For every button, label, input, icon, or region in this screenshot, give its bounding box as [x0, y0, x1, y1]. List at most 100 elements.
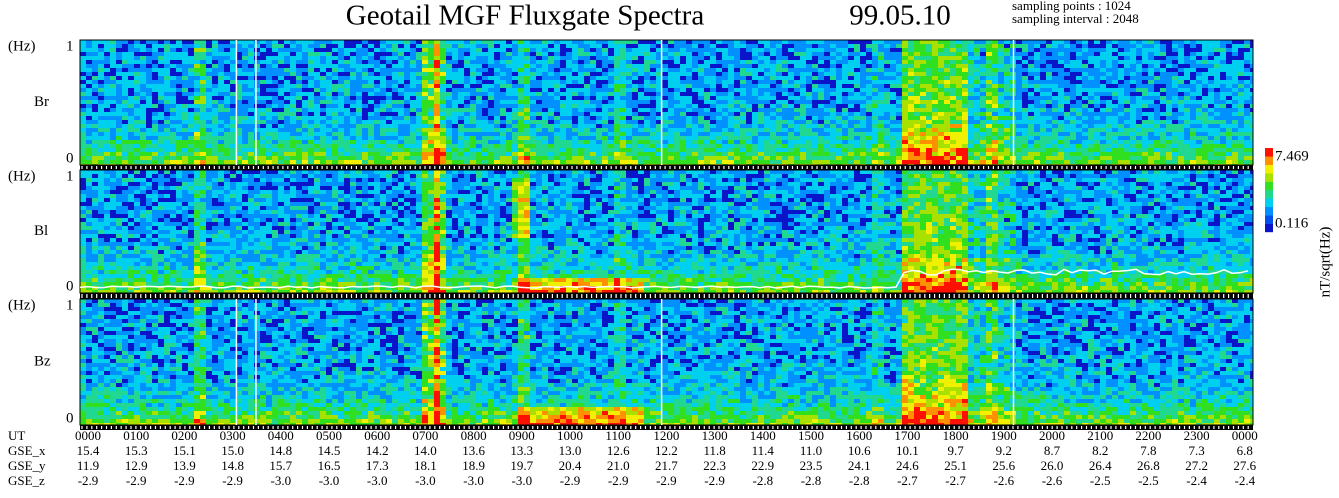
spectrum-cell — [1076, 104, 1082, 108]
spectrum-cell — [554, 120, 560, 124]
spectrum-cell — [800, 64, 806, 68]
spectrum-cell — [794, 84, 800, 88]
spectrum-cell — [446, 100, 452, 104]
spectrum-cell — [512, 56, 518, 60]
spectrum-cell — [896, 132, 902, 136]
spectrum-cell — [866, 128, 872, 132]
spectrum-cell — [554, 48, 560, 52]
spectrum-cell — [986, 88, 992, 92]
spectrum-cell — [92, 60, 98, 64]
spectrum-cell — [326, 56, 332, 60]
spectrum-cell — [878, 52, 884, 56]
spectrum-cell — [590, 124, 596, 128]
spectrum-cell — [974, 144, 980, 148]
spectrum-cell — [500, 152, 506, 156]
spectrum-cell — [1052, 40, 1058, 44]
spectrum-cell — [206, 52, 212, 56]
spectrum-cell — [632, 68, 638, 72]
spectrum-cell — [278, 140, 284, 144]
spectrum-cell — [242, 64, 248, 68]
spectrum-cell — [764, 56, 770, 60]
spectrum-cell — [104, 148, 110, 152]
spectrum-cell — [86, 144, 92, 148]
spectrum-cell — [962, 84, 968, 88]
spectrum-cell — [674, 156, 680, 160]
spectrum-cell — [1100, 128, 1106, 132]
spectrum-cell — [890, 40, 896, 44]
spectrum-cell — [620, 100, 626, 104]
spectrum-cell — [530, 80, 536, 84]
spectrum-cell — [452, 60, 458, 64]
spectrum-cell — [908, 84, 914, 88]
spectrum-cell — [452, 144, 458, 148]
spectrum-cell — [776, 124, 782, 128]
spectrum-cell — [1004, 128, 1010, 132]
spectrum-cell — [554, 124, 560, 128]
spectrum-cell — [104, 44, 110, 48]
spectrum-cell — [356, 112, 362, 116]
spectrum-cell — [290, 40, 296, 44]
spectrum-cell — [1112, 92, 1118, 96]
spectrum-cell — [260, 100, 266, 104]
spectrum-cell — [380, 128, 386, 132]
spectrum-cell — [254, 60, 260, 64]
spectrum-cell — [812, 144, 818, 148]
spectrum-cell — [440, 128, 446, 132]
spectrum-cell — [1040, 52, 1046, 56]
spectrum-cell — [356, 68, 362, 72]
spectrum-cell — [896, 128, 902, 132]
spectrum-cell — [668, 76, 674, 80]
spectrum-cell — [104, 120, 110, 124]
spectrum-cell — [902, 152, 908, 156]
spectrum-cell — [1034, 40, 1040, 44]
spectrum-cell — [524, 48, 530, 52]
spectrum-cell — [968, 112, 974, 116]
spectrum-cell — [1094, 84, 1100, 88]
spectrum-cell — [392, 156, 398, 160]
spectrum-cell — [482, 156, 488, 160]
spectrum-cell — [368, 128, 374, 132]
spectrum-cell — [1028, 96, 1034, 100]
spectrum-cell — [170, 124, 176, 128]
spectrum-cell — [602, 76, 608, 80]
spectrum-cell — [674, 160, 680, 164]
spectrum-cell — [80, 140, 86, 144]
spectrum-cell — [188, 148, 194, 152]
spectrum-cell — [938, 116, 944, 120]
spectrum-cell — [746, 92, 752, 96]
spectrum-cell — [1076, 136, 1082, 140]
spectrum-cell — [896, 44, 902, 48]
spectrum-cell — [782, 156, 788, 160]
spectrum-cell — [716, 128, 722, 132]
spectrum-cell — [1076, 64, 1082, 68]
spectrum-cell — [956, 68, 962, 72]
spectrum-cell — [566, 88, 572, 92]
spectrum-cell — [968, 76, 974, 80]
spectrum-cell — [662, 140, 668, 144]
spectrum-cell — [920, 56, 926, 60]
spectrum-cell — [356, 72, 362, 76]
spectrum-cell — [272, 160, 278, 164]
spectrum-cell — [584, 72, 590, 76]
spectrum-cell — [938, 108, 944, 112]
spectrum-cell — [1082, 136, 1088, 140]
spectrum-cell — [992, 152, 998, 156]
spectrum-cell — [476, 56, 482, 60]
spectrum-cell — [374, 48, 380, 52]
spectrum-cell — [350, 112, 356, 116]
spectrum-cell — [164, 68, 170, 72]
spectrum-cell — [146, 48, 152, 52]
spectrum-cell — [254, 120, 260, 124]
spectrum-cell — [470, 156, 476, 160]
spectrum-cell — [284, 144, 290, 148]
spectrum-cell — [380, 104, 386, 108]
spectrum-cell — [176, 80, 182, 84]
spectrum-cell — [476, 124, 482, 128]
spectrum-cell — [482, 140, 488, 144]
spectrum-cell — [548, 56, 554, 60]
spectrum-cell — [392, 116, 398, 120]
spectrum-cell — [836, 56, 842, 60]
spectrum-cell — [830, 160, 836, 164]
spectrum-cell — [944, 88, 950, 92]
spectrum-cell — [1106, 64, 1112, 68]
